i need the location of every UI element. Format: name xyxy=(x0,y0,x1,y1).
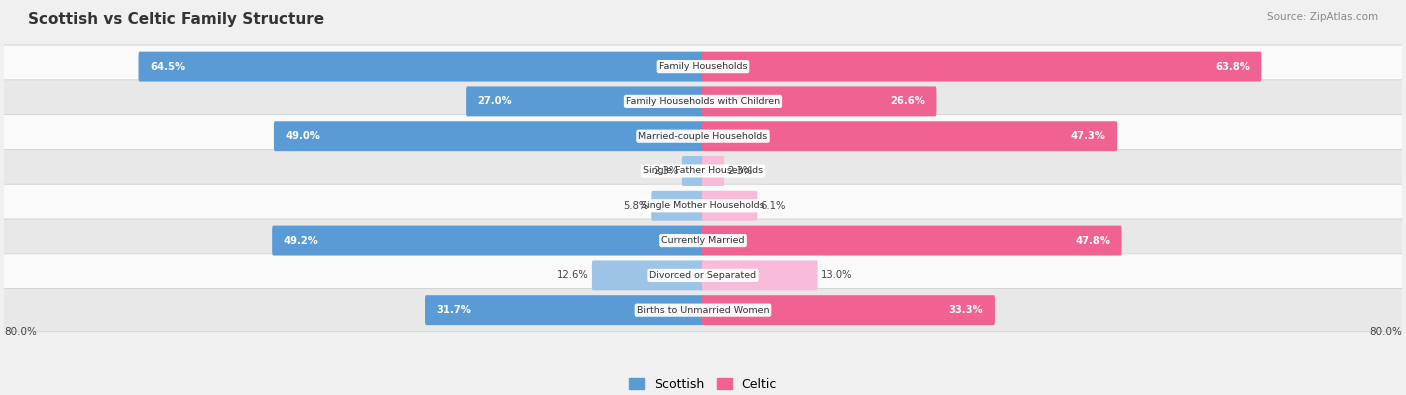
FancyBboxPatch shape xyxy=(651,191,704,221)
FancyBboxPatch shape xyxy=(3,149,1403,192)
FancyBboxPatch shape xyxy=(702,156,724,186)
FancyBboxPatch shape xyxy=(702,295,995,325)
Text: 49.2%: 49.2% xyxy=(284,235,319,246)
FancyBboxPatch shape xyxy=(274,121,704,151)
Text: Currently Married: Currently Married xyxy=(661,236,745,245)
Legend: Scottish, Celtic: Scottish, Celtic xyxy=(628,378,778,391)
Text: Family Households: Family Households xyxy=(659,62,747,71)
FancyBboxPatch shape xyxy=(702,52,1261,82)
Text: 47.3%: 47.3% xyxy=(1071,131,1105,141)
Text: 2.3%: 2.3% xyxy=(727,166,752,176)
FancyBboxPatch shape xyxy=(3,45,1403,88)
Text: Divorced or Separated: Divorced or Separated xyxy=(650,271,756,280)
Text: Single Mother Households: Single Mother Households xyxy=(641,201,765,210)
FancyBboxPatch shape xyxy=(3,184,1403,228)
Text: 27.0%: 27.0% xyxy=(478,96,512,106)
FancyBboxPatch shape xyxy=(702,121,1118,151)
Text: 63.8%: 63.8% xyxy=(1215,62,1250,71)
FancyBboxPatch shape xyxy=(702,191,758,221)
FancyBboxPatch shape xyxy=(3,254,1403,297)
Text: 80.0%: 80.0% xyxy=(1369,327,1402,337)
FancyBboxPatch shape xyxy=(467,87,704,117)
FancyBboxPatch shape xyxy=(3,115,1403,158)
Text: 47.8%: 47.8% xyxy=(1076,235,1111,246)
Text: Married-couple Households: Married-couple Households xyxy=(638,132,768,141)
FancyBboxPatch shape xyxy=(592,260,704,290)
Text: 6.1%: 6.1% xyxy=(761,201,786,211)
Text: 2.3%: 2.3% xyxy=(654,166,679,176)
Text: Scottish vs Celtic Family Structure: Scottish vs Celtic Family Structure xyxy=(28,12,325,27)
Text: Source: ZipAtlas.com: Source: ZipAtlas.com xyxy=(1267,12,1378,22)
Text: Single Father Households: Single Father Households xyxy=(643,166,763,175)
FancyBboxPatch shape xyxy=(425,295,704,325)
Text: 33.3%: 33.3% xyxy=(949,305,983,315)
Text: 12.6%: 12.6% xyxy=(557,270,589,280)
Text: 49.0%: 49.0% xyxy=(285,131,321,141)
Text: 64.5%: 64.5% xyxy=(150,62,186,71)
Text: Family Households with Children: Family Households with Children xyxy=(626,97,780,106)
FancyBboxPatch shape xyxy=(3,219,1403,262)
FancyBboxPatch shape xyxy=(273,226,704,256)
Text: Births to Unmarried Women: Births to Unmarried Women xyxy=(637,306,769,315)
FancyBboxPatch shape xyxy=(139,52,704,82)
Text: 31.7%: 31.7% xyxy=(437,305,471,315)
Text: 5.8%: 5.8% xyxy=(623,201,648,211)
Text: 80.0%: 80.0% xyxy=(4,327,37,337)
Text: 26.6%: 26.6% xyxy=(890,96,925,106)
Text: 13.0%: 13.0% xyxy=(821,270,852,280)
FancyBboxPatch shape xyxy=(682,156,704,186)
FancyBboxPatch shape xyxy=(702,87,936,117)
FancyBboxPatch shape xyxy=(3,289,1403,332)
FancyBboxPatch shape xyxy=(702,226,1122,256)
FancyBboxPatch shape xyxy=(702,260,818,290)
FancyBboxPatch shape xyxy=(3,80,1403,123)
